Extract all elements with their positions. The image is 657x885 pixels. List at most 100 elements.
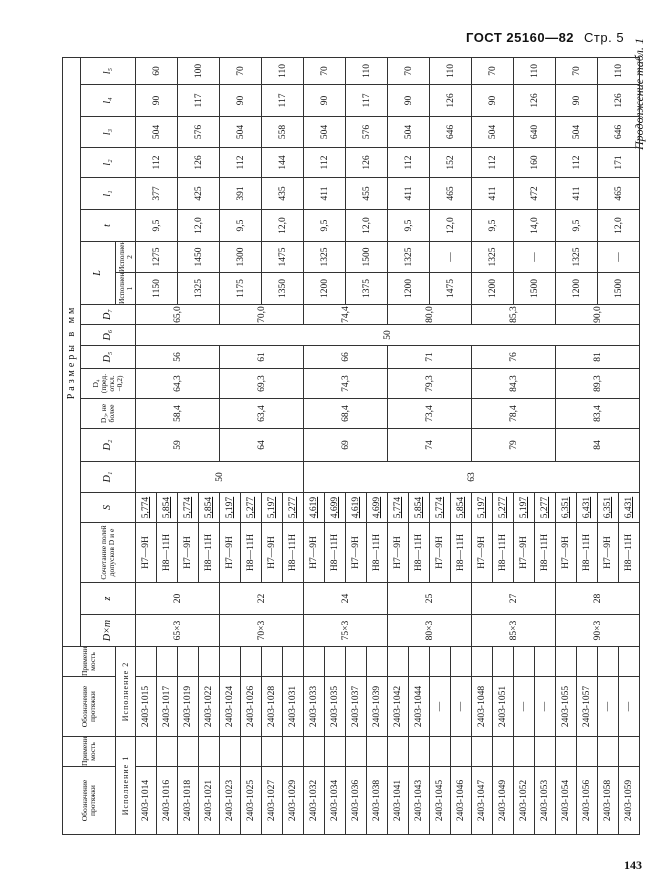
d4-cell: 64,3: [135, 368, 220, 399]
header-d6: D₆: [80, 324, 136, 346]
l4-cell: 117: [177, 84, 220, 117]
designation-v1-cell: 2403-1041: [387, 766, 409, 835]
designation-v1-cell: 2403-1016: [156, 766, 178, 835]
header-dxm: D×m: [80, 614, 136, 647]
l-v1-cell: 1475: [429, 272, 472, 305]
d5-cell: 66: [303, 345, 388, 369]
table-row: 2403-1041 2403-1042 80×3 25 H7—9H 5,774 74 73,4…: [387, 57, 472, 835]
s-cell: 4,699: [366, 492, 388, 523]
header-l1: l₁: [80, 177, 136, 210]
page-label: Стр. 5: [584, 30, 625, 45]
d4-cell: 79,3: [387, 368, 472, 399]
l3-cell: 504: [387, 116, 430, 148]
applicability-v1-cell: [156, 736, 178, 767]
designation-v1-cell: 2403-1018: [177, 766, 199, 835]
d7-cell: 65,0: [135, 304, 220, 325]
designation-v2-cell: 2403-1042: [387, 676, 409, 737]
l-v2-cell: 1325: [471, 241, 514, 273]
s-cell: 5,774: [135, 492, 157, 523]
d6-cell: 50: [135, 324, 640, 346]
designation-v1-cell: 2403-1054: [555, 766, 577, 835]
designation-v1-cell: 2403-1027: [261, 766, 283, 835]
tolerance-cell: H7—9H: [429, 522, 451, 583]
z-cell: 22: [219, 582, 304, 615]
l5-cell: 60: [135, 57, 178, 85]
designation-v2-cell: 2403-1035: [324, 676, 346, 737]
tolerance-cell: H8—11H: [282, 522, 304, 583]
designation-v1-cell: 2403-1034: [324, 766, 346, 835]
applicability-v2-cell: [156, 646, 178, 677]
applicability-v2-cell: [303, 646, 325, 677]
dimensions-table: Обозначение протяжки Примени-мость Обозн…: [62, 57, 642, 835]
table-row: 2403-1032 2403-1033 75×3 24 H7—9H 4,619 63 69 68…: [303, 57, 640, 835]
designation-v1-cell: 2403-1029: [282, 766, 304, 835]
d3-cell: 78,4: [471, 398, 556, 429]
d3-cell: 58,4: [135, 398, 220, 429]
l-v1-cell: 1150: [135, 272, 178, 305]
applicability-v2-cell: [282, 646, 304, 677]
s-cell: 6,431: [618, 492, 640, 523]
designation-v2-cell: 2403-1017: [156, 676, 178, 737]
l1-cell: 411: [303, 177, 346, 210]
designation-v1-cell: 2403-1052: [513, 766, 535, 835]
designation-v2-cell: 2403-1055: [555, 676, 577, 737]
applicability-v1-cell: [198, 736, 220, 767]
header-applicability-v2: Примени-мость: [62, 646, 116, 677]
l1-cell: 425: [177, 177, 220, 210]
l2-cell: 126: [345, 147, 388, 178]
designation-v2-cell: 2403-1051: [492, 676, 514, 737]
table-row: 2403-1047 2403-1048 85×3 27 H7—9H 5,197 79 78,4…: [471, 57, 556, 835]
z-cell: 27: [471, 582, 556, 615]
header-l4: l₄: [80, 84, 136, 117]
l3-cell: 504: [219, 116, 262, 148]
l2-cell: 112: [387, 147, 430, 178]
l5-cell: 110: [345, 57, 388, 85]
l2-cell: 112: [471, 147, 514, 178]
header-t: t: [80, 209, 136, 242]
t-cell: 9,5: [555, 209, 598, 242]
designation-v2-cell: 2403-1031: [282, 676, 304, 737]
t-cell: 12,0: [261, 209, 304, 242]
applicability-v1-cell: [303, 736, 325, 767]
header-tolerance: Сочетание полей допусков D и e: [80, 522, 136, 583]
applicability-v1-cell: [576, 736, 598, 767]
designation-v1-cell: 2403-1043: [408, 766, 430, 835]
z-cell: 20: [135, 582, 220, 615]
l2-cell: 126: [177, 147, 220, 178]
designation-v1-cell: 2403-1014: [135, 766, 157, 835]
d1-cell: 50: [135, 461, 304, 493]
d5-cell: 81: [555, 345, 640, 369]
t-cell: 9,5: [135, 209, 178, 242]
header-d2: D₂: [80, 428, 136, 462]
tolerance-cell: H8—11H: [324, 522, 346, 583]
l2-cell: 160: [513, 147, 556, 178]
applicability-v2-cell: [429, 646, 451, 677]
applicability-v2-cell: [177, 646, 199, 677]
applicability-v2-cell: [597, 646, 619, 677]
applicability-v1-cell: [345, 736, 367, 767]
applicability-v2-cell: [366, 646, 388, 677]
s-cell: 5,774: [387, 492, 409, 523]
applicability-v1-cell: [408, 736, 430, 767]
header-l: L: [80, 241, 116, 305]
designation-v2-cell: —: [429, 676, 451, 737]
designation-v2-cell: 2403-1044: [408, 676, 430, 737]
header-designation-v1: Обозначение протяжки: [62, 766, 116, 835]
l-v2-cell: 1275: [135, 241, 178, 273]
l4-cell: 90: [219, 84, 262, 117]
designation-v1-cell: 2403-1046: [450, 766, 472, 835]
standard-header: ГОСТ 25160—82 Стр. 5: [466, 30, 624, 45]
applicability-v1-cell: [261, 736, 283, 767]
standard-number: ГОСТ 25160—82: [466, 30, 575, 45]
d7-cell: 74,4: [303, 304, 388, 325]
page-number: 143: [624, 858, 642, 872]
applicability-v2-cell: [408, 646, 430, 677]
applicability-v2-cell: [219, 646, 241, 677]
applicability-v2-cell: [345, 646, 367, 677]
designation-v1-cell: 2403-1036: [345, 766, 367, 835]
d3-cell: 73,4: [387, 398, 472, 429]
applicability-v2-cell: [492, 646, 514, 677]
applicability-v2-cell: [387, 646, 409, 677]
s-cell: 4,699: [324, 492, 346, 523]
l3-cell: 504: [471, 116, 514, 148]
